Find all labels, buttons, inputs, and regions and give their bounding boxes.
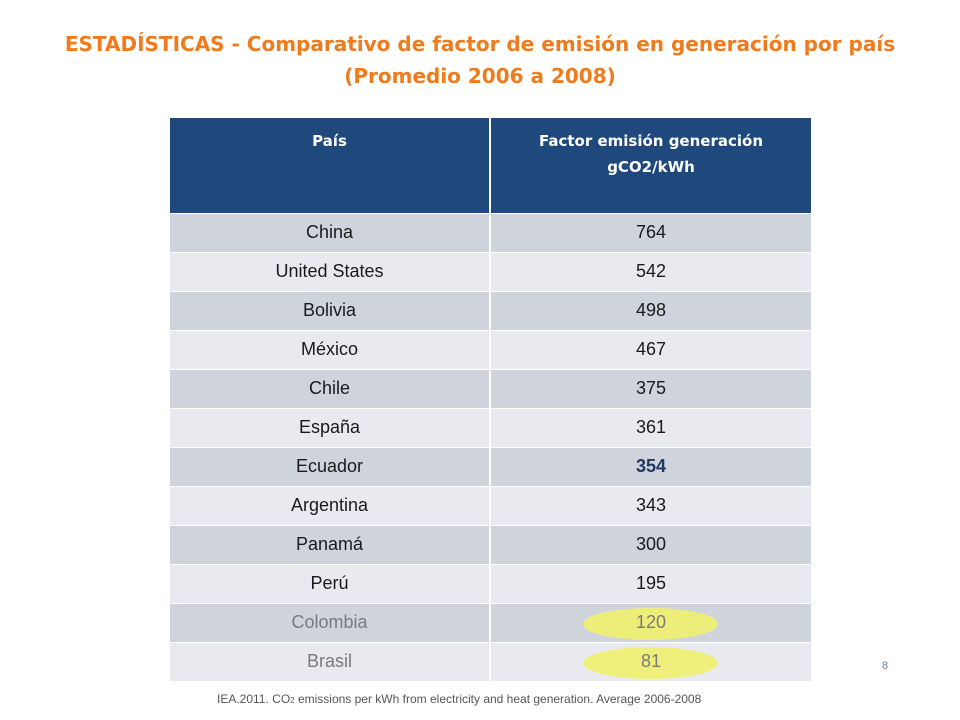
value-cell: 300 <box>490 524 811 564</box>
country-cell: Perú <box>170 563 491 603</box>
country-cell: Colombia <box>170 602 491 642</box>
value-cell-highlighted: 81 <box>490 641 811 681</box>
table-row: Bolivia 498 <box>170 290 811 330</box>
country-cell: Bolivia <box>170 290 491 330</box>
value-cell: 498 <box>490 290 811 330</box>
table-row: Colombia 120 <box>170 602 811 642</box>
highlight-ellipse <box>583 646 718 679</box>
value-cell: 764 <box>490 212 811 252</box>
table-row: Ecuador 354 <box>170 446 811 486</box>
value-cell-highlighted: 120 <box>490 602 811 642</box>
value-cell: 467 <box>490 329 811 369</box>
factor-column-header: Factor emisión generación gCO2/kWh <box>490 118 811 213</box>
title-line-1: ESTADÍSTICAS - Comparativo de factor de … <box>64 32 896 56</box>
value-cell-emphasized: 354 <box>490 446 811 486</box>
country-cell: México <box>170 329 491 369</box>
value-cell: 361 <box>490 407 811 447</box>
country-cell: United States <box>170 251 491 291</box>
value-cell: 343 <box>490 485 811 525</box>
table-row: España 361 <box>170 407 811 447</box>
table-row: Panamá 300 <box>170 524 811 564</box>
country-cell: España <box>170 407 491 447</box>
country-cell: Panamá <box>170 524 491 564</box>
table-row: China 764 <box>170 212 811 252</box>
title-line-2: (Promedio 2006 a 2008) <box>344 64 616 88</box>
country-column-header: País <box>170 118 491 213</box>
emission-factor-table: País Factor emisión generación gCO2/kWh … <box>170 118 811 681</box>
country-cell: Chile <box>170 368 491 408</box>
page-title: ESTADÍSTICAS - Comparativo de factor de … <box>40 28 920 92</box>
table-row: Brasil 81 <box>170 641 811 681</box>
source-citation: IEA.2011. CO2 emissions per kWh from ele… <box>217 692 702 706</box>
table-row: Argentina 343 <box>170 485 811 525</box>
table-header-row: País Factor emisión generación gCO2/kWh <box>170 118 811 213</box>
country-cell: Ecuador <box>170 446 491 486</box>
value-cell: 375 <box>490 368 811 408</box>
country-cell: Argentina <box>170 485 491 525</box>
country-cell: Brasil <box>170 641 491 681</box>
value-cell: 542 <box>490 251 811 291</box>
table-row: United States 542 <box>170 251 811 291</box>
table-row: Perú 195 <box>170 563 811 603</box>
table-row: Chile 375 <box>170 368 811 408</box>
page-number: 8 <box>882 660 889 672</box>
value-cell: 195 <box>490 563 811 603</box>
country-cell: China <box>170 212 491 252</box>
table-row: México 467 <box>170 329 811 369</box>
highlight-ellipse <box>583 607 718 640</box>
